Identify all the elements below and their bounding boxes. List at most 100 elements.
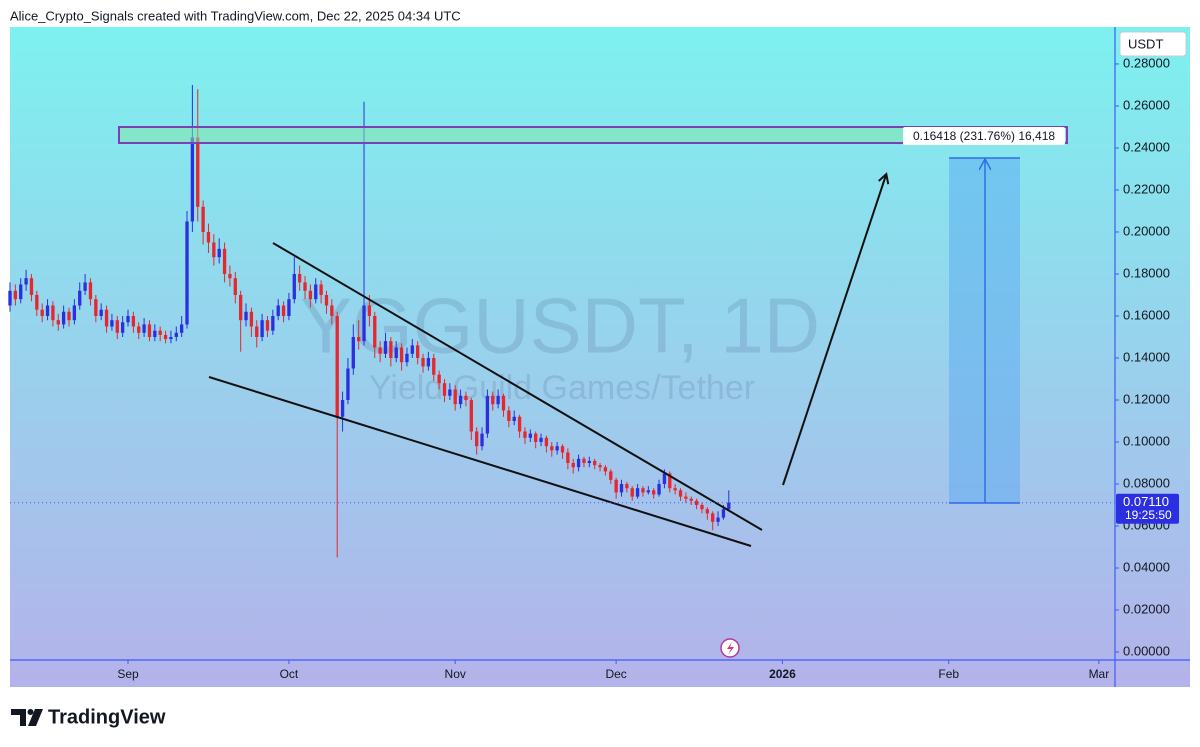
y-tick-label: 0.00000 (1123, 643, 1170, 658)
candle-body (582, 458, 586, 464)
candle-body (673, 488, 677, 491)
candle-body (389, 341, 393, 358)
candle-body (94, 299, 98, 316)
candle-body (104, 309, 109, 327)
candle-body (314, 284, 318, 300)
last-price-label: 0.07110 (1123, 494, 1169, 509)
candle-body (110, 320, 114, 327)
candle-body (646, 490, 650, 493)
candle-body (131, 315, 136, 327)
brand-logo-dot (27, 709, 34, 715)
candle-body (555, 446, 559, 451)
candle-body (228, 273, 232, 279)
candle-body (335, 315, 339, 417)
candle-body (711, 513, 715, 522)
candle-body (576, 458, 581, 468)
y-tick-label: 0.12000 (1123, 391, 1170, 406)
candle-body (13, 290, 18, 300)
candle-body (153, 330, 157, 337)
candle-body (56, 320, 60, 325)
y-tick-label: 0.24000 (1123, 139, 1170, 154)
candle-body (78, 290, 82, 306)
candle-body (668, 473, 672, 489)
candle-body (190, 137, 195, 222)
candle-body (571, 463, 575, 468)
y-tick-label: 0.22000 (1123, 181, 1170, 196)
resistance-zone (118, 126, 1068, 144)
breakout-arrow (782, 175, 886, 486)
candle-body (217, 248, 221, 258)
brand-logo-v (28, 709, 43, 726)
axes: 0.000000.020000.040000.060000.080000.100… (10, 55, 1179, 681)
candle-body (45, 305, 50, 316)
y-tick-label: 0.20000 (1123, 223, 1170, 238)
watermark-symbol: YGGUSDT, 1D (300, 282, 820, 370)
candle-body (206, 231, 211, 243)
candle-body (126, 315, 130, 323)
candle-body (233, 278, 237, 295)
candle-body (383, 341, 388, 354)
candle-body (222, 248, 227, 274)
candle-body (271, 315, 275, 331)
candle-body (297, 273, 302, 283)
candle-body (8, 290, 12, 306)
candle-body (523, 431, 527, 438)
candle-body (308, 290, 313, 300)
candle-body (635, 488, 640, 497)
candle-body (566, 452, 570, 464)
x-tick-label: Oct (280, 667, 299, 681)
brand-logo: TradingView (11, 706, 166, 728)
candle-body (652, 490, 656, 495)
candle-body (694, 500, 699, 506)
candle-body (678, 490, 683, 497)
brand-logo-t (11, 709, 26, 726)
candle-body (416, 345, 420, 358)
candle-body (362, 305, 366, 342)
last-price-box (1116, 493, 1179, 524)
candle-body (641, 488, 645, 493)
y-tick-label: 0.10000 (1123, 433, 1170, 448)
candle-body (292, 273, 296, 300)
candle-body (544, 437, 549, 447)
currency: USDT (1128, 36, 1163, 51)
candle-body (244, 311, 248, 321)
candle-body (303, 282, 307, 291)
candle-body (458, 395, 463, 405)
candle-body (453, 389, 457, 405)
candle-body (120, 322, 125, 333)
candle-body (614, 479, 618, 493)
candle-body (351, 336, 355, 369)
candle-body (35, 294, 39, 310)
candle-body (437, 374, 441, 384)
wedge-upper-line (272, 242, 763, 531)
candle-body (367, 305, 372, 316)
currency-box[interactable] (1119, 31, 1187, 57)
x-tick-label: Feb (938, 667, 959, 681)
candle-body (373, 315, 377, 348)
candle-body (201, 206, 205, 232)
candle-body (609, 471, 613, 480)
candle-body (480, 433, 484, 447)
measure-label-box (903, 127, 1065, 145)
x-tick-label: Nov (445, 667, 466, 681)
candle-body (475, 431, 479, 447)
candle-body (174, 332, 178, 337)
candle-body (346, 368, 350, 400)
candle-body (689, 498, 693, 501)
candle-body (249, 311, 254, 327)
x-tick-label: Mar (1089, 667, 1110, 681)
candle-body (238, 294, 243, 321)
candle-body (142, 324, 146, 333)
candle-body (137, 326, 141, 333)
candle-body (99, 309, 103, 316)
candle-body (185, 221, 189, 325)
candle-body (265, 320, 270, 331)
candle-body (657, 484, 661, 495)
candle-body (394, 347, 398, 358)
candle-body (550, 446, 554, 451)
candle-body (662, 473, 667, 485)
y-tick-label: 0.16000 (1123, 307, 1170, 322)
candle-body (399, 347, 404, 363)
